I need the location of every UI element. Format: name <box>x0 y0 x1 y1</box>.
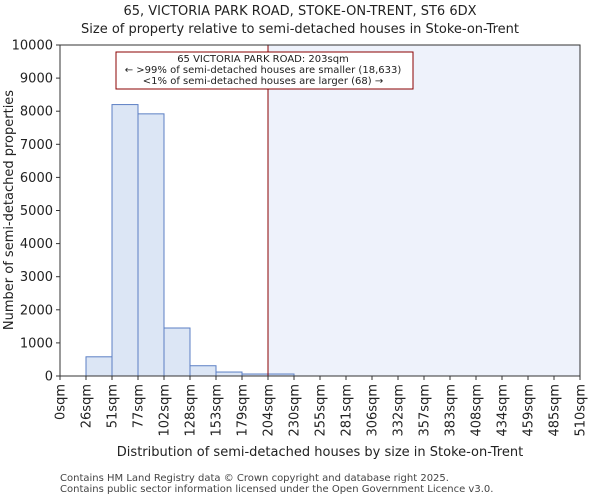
y-tick-label: 5000 <box>20 204 53 219</box>
chart-title: 65, VICTORIA PARK ROAD, STOKE-ON-TRENT, … <box>123 4 477 19</box>
annotation-line-3: <1% of semi-detached houses are larger (… <box>143 76 383 87</box>
footer-line-1: Contains HM Land Registry data © Crown c… <box>60 473 449 484</box>
x-tick-label: 281sqm <box>340 384 355 437</box>
x-tick-label: 51sqm <box>106 384 121 428</box>
x-tick-label: 128sqm <box>184 384 199 437</box>
x-axis-ticks: 0sqm 26sqm 51sqm 77sqm 102sqm 128sqm 153sqm 179… <box>54 376 589 437</box>
bar-group <box>85 104 295 377</box>
x-tick-label: 0sqm <box>54 384 69 420</box>
annotation-box: 65 VICTORIA PARK ROAD: 203sqm ← >99% of … <box>115 51 414 90</box>
x-tick-label: 408sqm <box>470 384 485 437</box>
y-tick-label: 4000 <box>20 237 53 252</box>
x-tick-label: 306sqm <box>366 384 381 437</box>
y-tick-label: 7000 <box>20 138 53 153</box>
x-tick-label: 102sqm <box>158 384 173 437</box>
x-tick-label: 357sqm <box>418 384 433 437</box>
y-tick-label: 2000 <box>20 303 53 318</box>
y-tick-label: 8000 <box>20 105 53 120</box>
chart-title-block: 65, VICTORIA PARK ROAD, STOKE-ON-TRENT, … <box>0 3 600 39</box>
x-tick-label: 255sqm <box>314 384 329 437</box>
bar-102sqm <box>163 327 191 377</box>
y-tick-label: 6000 <box>20 171 53 186</box>
annotation-line-1: 65 VICTORIA PARK ROAD: 203sqm <box>177 54 349 65</box>
y-tick-label: 10000 <box>12 39 53 54</box>
footer-attribution: Contains HM Land Registry data © Crown c… <box>60 473 493 495</box>
y-tick-label: 1000 <box>20 336 53 351</box>
x-tick-label: 230sqm <box>288 384 303 437</box>
x-axis-label: Distribution of semi-detached houses by … <box>117 445 523 460</box>
larger-region-highlight <box>268 45 580 376</box>
y-tick-label: 9000 <box>20 72 53 87</box>
x-tick-label: 434sqm <box>496 384 511 437</box>
chart-subtitle: Size of property relative to semi-detach… <box>81 22 519 37</box>
annotation-border <box>115 51 414 90</box>
x-tick-label: 459sqm <box>522 384 537 437</box>
footer-line-2: Contains public sector information licen… <box>60 484 494 495</box>
x-tick-label: 26sqm <box>80 384 95 428</box>
bar-128sqm <box>189 365 217 377</box>
x-tick-label: 383sqm <box>444 384 459 437</box>
bar-153sqm <box>215 371 243 377</box>
y-tick-label: 0 <box>45 370 53 385</box>
bar-51sqm <box>111 104 139 377</box>
x-tick-label: 332sqm <box>392 384 407 437</box>
x-tick-label: 77sqm <box>132 384 147 428</box>
y-tick-label: 3000 <box>20 270 53 285</box>
y-axis-label: Number of semi-detached properties <box>2 90 17 330</box>
bar-26sqm <box>85 356 113 377</box>
bar-77sqm <box>137 113 165 377</box>
x-tick-label: 179sqm <box>236 384 251 437</box>
annotation-line-2: ← >99% of semi-detached houses are small… <box>125 65 402 76</box>
x-tick-label: 485sqm <box>548 384 563 437</box>
x-tick-label: 204sqm <box>262 384 277 437</box>
y-axis-ticks: 0 1000 2000 3000 4000 5000 6000 7000 8000 9000 100… <box>12 39 60 385</box>
x-tick-label: 153sqm <box>210 384 225 437</box>
x-tick-label: 510sqm <box>574 384 589 437</box>
